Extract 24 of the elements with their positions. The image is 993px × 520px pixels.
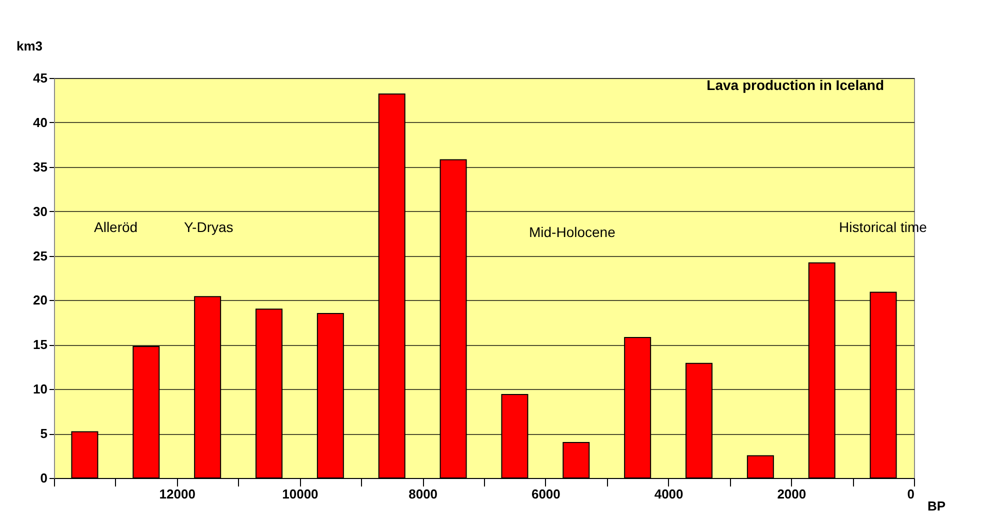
x-tick-label: 6000 bbox=[531, 486, 560, 502]
y-tick-label: 10 bbox=[33, 382, 48, 397]
x-tick-label: 12000 bbox=[159, 486, 196, 502]
annotation: Historical time bbox=[839, 219, 928, 235]
annotation: Y-Dryas bbox=[184, 219, 234, 235]
x-tick-label: 0 bbox=[907, 486, 914, 502]
y-tick-label: 35 bbox=[33, 159, 48, 174]
x-tick-label: 4000 bbox=[654, 486, 684, 502]
y-axis-title: km3 bbox=[16, 38, 43, 54]
y-tick-label: 30 bbox=[33, 204, 48, 219]
y-tick-label: 40 bbox=[33, 114, 48, 130]
y-tick-label: 0 bbox=[40, 470, 48, 486]
x-axis-title: BP bbox=[927, 498, 946, 514]
annotation: Mid-Holocene bbox=[529, 224, 616, 240]
y-tick-label: 20 bbox=[33, 292, 48, 308]
x-tick-label: 2000 bbox=[777, 486, 806, 502]
y-tick-label: 5 bbox=[40, 426, 48, 442]
annotation: Alleröd bbox=[94, 219, 138, 235]
y-tick-label: 45 bbox=[33, 70, 48, 86]
y-tick-label: 25 bbox=[33, 248, 48, 264]
y-tick-label: 15 bbox=[33, 337, 48, 352]
x-tick-label: 8000 bbox=[408, 486, 438, 502]
x-tick-label: 10000 bbox=[282, 486, 318, 502]
chart-title: Lava production in Iceland bbox=[706, 77, 884, 93]
